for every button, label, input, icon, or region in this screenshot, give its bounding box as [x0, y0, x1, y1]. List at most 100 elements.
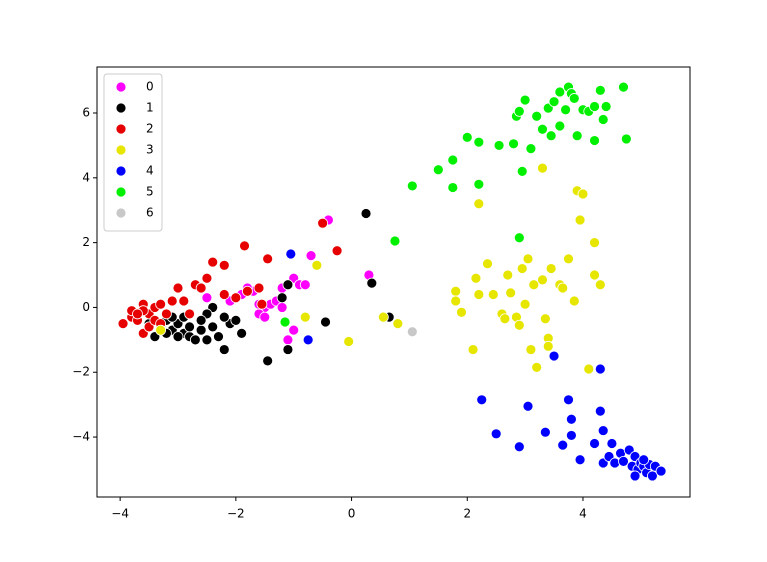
scatter-point — [195, 324, 207, 336]
scatter-point — [519, 298, 531, 310]
scatter-point — [557, 439, 569, 451]
scatter-point — [331, 245, 343, 257]
scatter-point — [563, 394, 574, 406]
scatter-point — [282, 279, 294, 291]
scatter-point — [505, 287, 517, 299]
scatter-point — [499, 313, 511, 325]
legend-label: 3 — [146, 143, 154, 157]
legend-label: 0 — [146, 80, 154, 94]
scatter-point — [218, 259, 230, 271]
scatter-point — [392, 318, 404, 330]
scatter-point — [230, 292, 242, 304]
scatter-point — [571, 130, 583, 142]
scatter-point — [253, 282, 265, 294]
scatter-point — [184, 321, 195, 333]
scatter-point — [195, 314, 207, 326]
scatter-point — [311, 259, 323, 271]
scatter-point — [218, 311, 230, 323]
legend-label: 6 — [146, 206, 154, 220]
scatter-point — [366, 277, 378, 289]
scatter-point — [201, 272, 213, 284]
scatter-point — [406, 326, 418, 338]
scatter-point — [262, 253, 274, 265]
scatter-point — [279, 316, 291, 328]
scatter-point — [554, 86, 566, 98]
scatter-point — [539, 313, 551, 325]
scatter-point — [589, 237, 600, 249]
scatter-point — [594, 363, 606, 375]
scatter-point — [513, 319, 525, 331]
legend-marker — [115, 165, 127, 177]
scatter-point — [166, 295, 178, 307]
legend-label: 5 — [146, 185, 154, 199]
x-tick-label: −4 — [111, 507, 129, 521]
scatter-point — [276, 292, 288, 304]
scatter-point — [600, 101, 612, 112]
scatter-point — [473, 136, 485, 148]
scatter-point — [476, 394, 488, 406]
scatter-point — [456, 306, 467, 318]
scatter-point — [589, 135, 600, 146]
scatter-point — [172, 282, 184, 294]
scatter-point — [568, 93, 580, 104]
scatter-point — [302, 334, 314, 346]
scatter-point — [594, 84, 606, 96]
scatter-point — [178, 295, 190, 307]
y-tick-label: 4 — [82, 170, 90, 184]
y-tick-label: 0 — [82, 300, 90, 314]
scatter-point — [646, 470, 658, 482]
scatter-point — [262, 355, 274, 367]
scatter-point — [606, 438, 618, 449]
scatter-point — [482, 258, 493, 270]
scatter-point — [594, 405, 606, 417]
scatter-point — [360, 208, 372, 219]
scatter-point — [285, 248, 297, 260]
scatter-point — [597, 425, 609, 436]
scatter-point — [450, 285, 462, 297]
scatter-point — [620, 133, 632, 145]
x-tick-label: 0 — [348, 507, 356, 521]
scatter-point — [537, 274, 548, 286]
scatter-point — [377, 311, 389, 323]
scatter-point — [609, 457, 621, 469]
scatter-point — [539, 426, 551, 438]
scatter-point — [577, 188, 589, 200]
scatter-point — [132, 308, 143, 320]
scatter-point — [467, 344, 479, 355]
scatter-point — [218, 289, 230, 300]
scatter-point — [589, 269, 600, 281]
scatter-point — [195, 282, 207, 294]
scatter-point — [282, 344, 294, 355]
scatter-point — [513, 105, 525, 117]
scatter-point — [545, 263, 557, 274]
scatter-point — [461, 131, 473, 143]
scatter-point — [320, 316, 331, 328]
scatter-point — [487, 289, 499, 300]
scatter-point — [184, 308, 195, 320]
scatter-point — [557, 282, 569, 294]
scatter-point — [432, 164, 444, 176]
scatter-point — [201, 334, 213, 346]
scatter-point — [548, 96, 560, 108]
scatter-point — [259, 311, 271, 323]
scatter-point — [299, 279, 311, 291]
scatter-point — [406, 180, 418, 192]
scatter-point — [155, 298, 167, 310]
legend-marker — [115, 102, 127, 114]
scatter-point — [155, 324, 167, 336]
scatter-point — [470, 272, 482, 284]
x-tick-label: −2 — [227, 507, 245, 521]
scatter-point — [548, 350, 560, 362]
scatter-point — [493, 140, 505, 151]
scatter-point — [522, 253, 534, 265]
legend-marker — [115, 186, 127, 198]
scatter-point — [525, 143, 537, 155]
scatter-point — [531, 110, 543, 122]
scatter-point — [213, 331, 224, 343]
scatter-point — [537, 162, 548, 174]
scatter-point — [583, 363, 595, 375]
y-tick-label: 6 — [82, 106, 90, 120]
scatter-point — [218, 344, 230, 355]
legend-marker — [115, 123, 127, 135]
